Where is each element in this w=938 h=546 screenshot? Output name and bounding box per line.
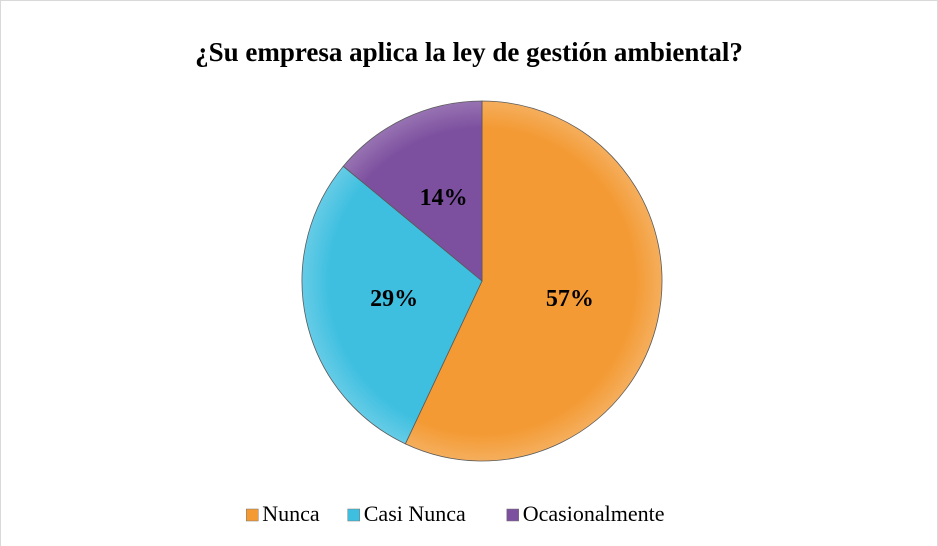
legend-label: Nunca: [262, 501, 320, 526]
chart-title: ¿Su empresa aplica la ley de gestión amb…: [195, 37, 743, 67]
pie-slice: [301, 165, 483, 445]
legend-swatch: [506, 508, 519, 522]
pie-slice: [404, 100, 663, 462]
legend-label: Ocasionalmente: [523, 501, 665, 526]
pie-slice: [342, 100, 483, 282]
legend-label: Casi Nunca: [364, 501, 466, 526]
data-label: 29%: [370, 286, 418, 312]
legend-swatch: [347, 508, 360, 522]
data-label: 14%: [420, 185, 468, 211]
data-label: 57%: [546, 286, 594, 312]
legend-swatch: [246, 508, 259, 522]
